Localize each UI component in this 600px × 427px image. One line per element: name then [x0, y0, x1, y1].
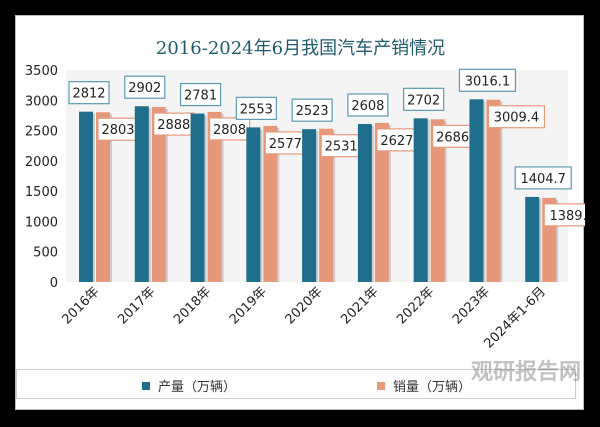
x-tick-label: 2019年 [227, 284, 270, 327]
data-label: 1389.1 [549, 209, 585, 224]
data-label: 2888 [157, 118, 190, 133]
data-label-box [403, 87, 445, 111]
bar-sales [207, 111, 222, 282]
data-label: 2627 [380, 134, 413, 149]
x-tick-label: 2018年 [171, 284, 214, 327]
x-tick-label: 2016年 [60, 284, 103, 327]
data-label: 2686 [436, 130, 469, 145]
data-label-box [458, 68, 517, 92]
data-label-box [68, 81, 110, 105]
bar-production [79, 111, 93, 282]
bar-sales [486, 99, 501, 282]
data-label: 2608 [351, 99, 384, 114]
chart-title: 2016-2024年6月我国汽车产销情况 [155, 38, 446, 59]
x-tick-label: 2017年 [115, 284, 158, 327]
bar-production [413, 118, 428, 282]
legend-label: 销量（万辆） [393, 380, 472, 395]
bar-production [469, 99, 484, 282]
data-label-box [291, 98, 333, 122]
data-label: 3016.1 [465, 74, 511, 89]
bar-sales [319, 128, 334, 282]
data-label-box [179, 82, 222, 107]
data-label-box [235, 96, 277, 120]
x-tick-label: 2020年 [283, 284, 326, 327]
data-label: 1404.7 [520, 172, 566, 187]
bar-sales [151, 107, 166, 282]
data-label: 2812 [72, 87, 105, 102]
x-tick-label: 2021年 [338, 284, 381, 327]
data-label-box [124, 75, 166, 99]
y-tick-label: 3500 [25, 64, 58, 79]
legend-label: 产量（万辆） [158, 380, 237, 395]
data-label-box [514, 166, 572, 190]
bar-sales [430, 119, 445, 282]
y-tick-label: 1000 [25, 215, 58, 230]
bar-production [357, 124, 372, 282]
y-tick-label: 2500 [25, 125, 58, 140]
y-tick-label: 500 [33, 246, 58, 261]
data-label: 2577 [269, 137, 302, 152]
data-label: 2781 [184, 89, 217, 104]
data-label: 2902 [128, 81, 161, 96]
data-label: 2523 [296, 104, 329, 119]
data-label-box [487, 105, 546, 129]
bar-production [190, 113, 205, 282]
data-label: 3009.4 [494, 111, 540, 126]
bar-sales [263, 125, 278, 282]
data-label: 2531 [325, 140, 358, 155]
data-label-box [543, 203, 585, 227]
watermark-logo: 观研报告网 [471, 360, 582, 385]
data-label: 2702 [407, 93, 440, 108]
y-tick-label: 1500 [25, 185, 58, 200]
legend: 产量（万辆） 销量（万辆） [16, 369, 576, 399]
y-tick-label: 3000 [25, 94, 58, 109]
data-label: 2803 [101, 123, 134, 138]
bar-production [246, 127, 261, 282]
data-label: 2553 [240, 102, 273, 117]
x-tick-label: 2022年 [394, 284, 437, 327]
data-label: 2808 [213, 123, 246, 138]
bar-sales [374, 122, 389, 282]
bar-production [302, 129, 317, 282]
chart-panel: 2016-2024年6月我国汽车产销情况 0 500 1000 1500 2000 250… [15, 15, 585, 410]
bar-chart: 0 500 1000 1500 2000 2500 3000 3500 2812 2803 2016… [25, 64, 585, 352]
legend-swatch [377, 381, 385, 390]
bar-sales [96, 112, 110, 282]
y-tick-label: 2000 [25, 155, 58, 170]
y-tick-label: 0 [50, 276, 58, 291]
data-label-box [347, 93, 389, 117]
legend-item-sales: 销量（万辆） [377, 376, 471, 395]
bar-production [525, 196, 540, 282]
legend-item-production: 产量（万辆） [142, 376, 236, 395]
bar-production [134, 106, 149, 283]
x-tick-label: 2023年 [450, 284, 493, 327]
legend-swatch [142, 381, 150, 390]
